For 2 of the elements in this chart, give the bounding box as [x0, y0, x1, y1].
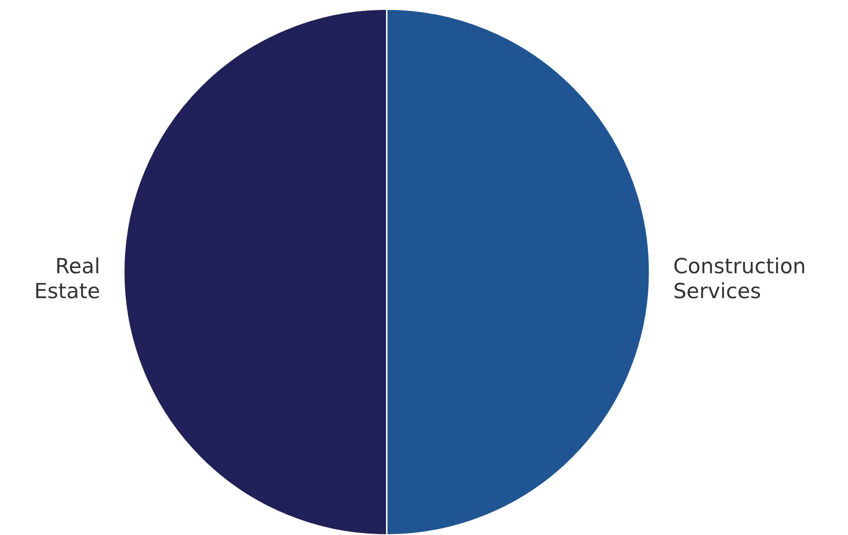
slice-label: Construction Services: [674, 257, 804, 298]
slice-label: Real Estate: [36, 257, 100, 298]
